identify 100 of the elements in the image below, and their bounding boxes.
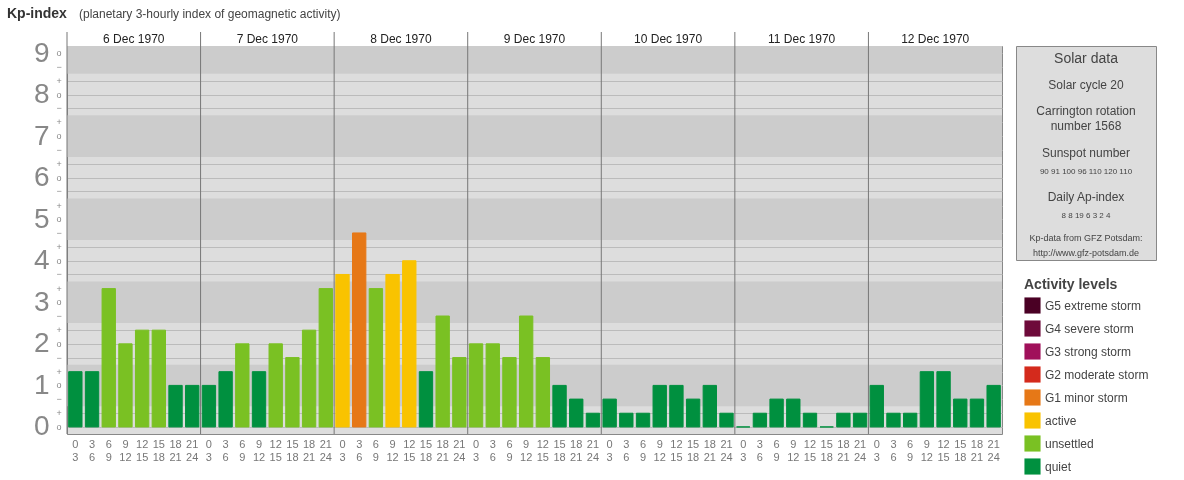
y-tick-label: 8	[33, 78, 50, 110]
y-tick-label: 0	[33, 410, 50, 442]
x-tick-label: 3 6	[356, 437, 363, 463]
text: +	[56, 158, 62, 169]
x-tick-label: 15 18	[286, 437, 299, 463]
bar	[385, 273, 400, 428]
legend-label: G4 severe storm	[1045, 321, 1134, 336]
bar	[902, 412, 918, 428]
text: −	[56, 352, 62, 363]
text: 12 Dec 1970	[901, 32, 970, 46]
bar	[786, 398, 801, 428]
text: Daily Ap-index	[1047, 190, 1125, 204]
x-tick-label: 18 21	[703, 437, 716, 463]
text: 90 91 100 96 110 120 110	[1039, 167, 1133, 176]
x-tick-label: 21 24	[987, 437, 1000, 463]
x-tick-label: 18 21	[570, 437, 583, 463]
y-tick-label: 6	[33, 161, 50, 193]
legend-label: G2 moderate storm	[1045, 367, 1149, 382]
text: o	[56, 89, 62, 100]
bar	[836, 412, 851, 428]
text: 9 Dec 1970	[503, 32, 566, 46]
text: 7 Dec 1970	[236, 32, 299, 46]
bar	[635, 412, 651, 428]
x-tick-label: 6 9	[907, 437, 914, 463]
x-tick-label: 3 6	[489, 437, 496, 463]
text: −	[56, 103, 62, 114]
bar	[585, 412, 601, 428]
x-tick-label: 21 24	[586, 437, 600, 463]
x-tick-label: 0 3	[205, 437, 212, 463]
text: +	[56, 366, 62, 377]
x-tick-label: 12 15	[536, 437, 549, 463]
bar	[702, 384, 717, 428]
x-tick-label: 6 9	[239, 437, 246, 463]
text: o	[56, 214, 62, 225]
x-tick-label: 6 9	[105, 437, 112, 463]
x-tick-label: 21 24	[720, 437, 733, 463]
bar	[769, 398, 784, 428]
bar	[869, 384, 884, 428]
x-tick-label: 6 9	[372, 437, 379, 463]
x-tick-label: 18 21	[436, 437, 449, 463]
x-tick-label: 18 21	[970, 437, 984, 463]
text: +	[56, 75, 62, 86]
bar	[185, 384, 200, 428]
bar	[84, 371, 100, 428]
x-tick-label: 12 15	[670, 437, 683, 463]
text: o	[56, 172, 62, 183]
bar	[301, 329, 317, 428]
y-tick-label: 9	[33, 36, 50, 68]
x-tick-label: 21 24	[319, 437, 332, 463]
x-tick-label: 15 18	[820, 437, 833, 463]
text: −	[56, 61, 62, 72]
text: Kp-data from GFZ Potsdam: http://www.gfz-potsdam.de	[1029, 233, 1143, 258]
y-tick-label: 3	[33, 285, 50, 317]
text: +	[56, 283, 62, 294]
text: −	[56, 394, 62, 405]
bar	[134, 329, 150, 428]
bar	[151, 329, 167, 428]
bar	[685, 398, 701, 428]
x-tick-label: 12 15	[403, 437, 416, 463]
bar	[485, 343, 500, 428]
x-tick-label: 18 21	[837, 437, 850, 463]
bar	[352, 232, 367, 428]
legend-title: Activity levels	[1024, 276, 1118, 292]
bar	[118, 343, 133, 428]
bar	[168, 384, 183, 428]
x-tick-label: 15 18	[152, 437, 165, 463]
x-tick-label: 3 6	[88, 437, 96, 463]
bar	[452, 357, 467, 428]
text: o	[56, 48, 62, 59]
y-tick-label: 2	[33, 327, 50, 359]
bar	[468, 343, 484, 428]
x-tick-label: 0 3	[606, 437, 613, 463]
legend-label: unsettled	[1045, 436, 1094, 451]
x-tick-label: 0 3	[473, 437, 480, 463]
bar	[619, 412, 634, 428]
x-tick-label: 9 12	[653, 437, 666, 463]
text: 8 8 19 6 3 2 4	[1061, 211, 1112, 220]
text: Sunspot number	[1041, 146, 1131, 160]
bar	[335, 273, 350, 428]
bar	[936, 371, 951, 428]
bar	[986, 384, 1001, 428]
x-tick-label: 15 18	[419, 437, 433, 463]
x-tick-label: 0 3	[72, 437, 79, 463]
bar	[569, 398, 584, 428]
legend-label: quiet	[1045, 459, 1072, 474]
text: 11 Dec 1970	[768, 32, 836, 46]
x-tick-label: 0 3	[740, 437, 747, 463]
text: o	[56, 380, 62, 391]
legend-label: G3 strong storm	[1045, 344, 1132, 359]
text: −	[56, 269, 62, 280]
bar	[502, 357, 517, 428]
x-tick-label: 15 18	[686, 437, 700, 463]
bar	[969, 398, 985, 428]
bar	[953, 398, 968, 428]
bar	[235, 343, 250, 428]
bar	[418, 371, 434, 428]
y-tick-label: 7	[33, 119, 50, 151]
bar	[552, 384, 567, 428]
chart-subtitle: (planetary 3-hourly index of geomagnetic activity)	[79, 7, 341, 21]
bar	[518, 315, 534, 428]
